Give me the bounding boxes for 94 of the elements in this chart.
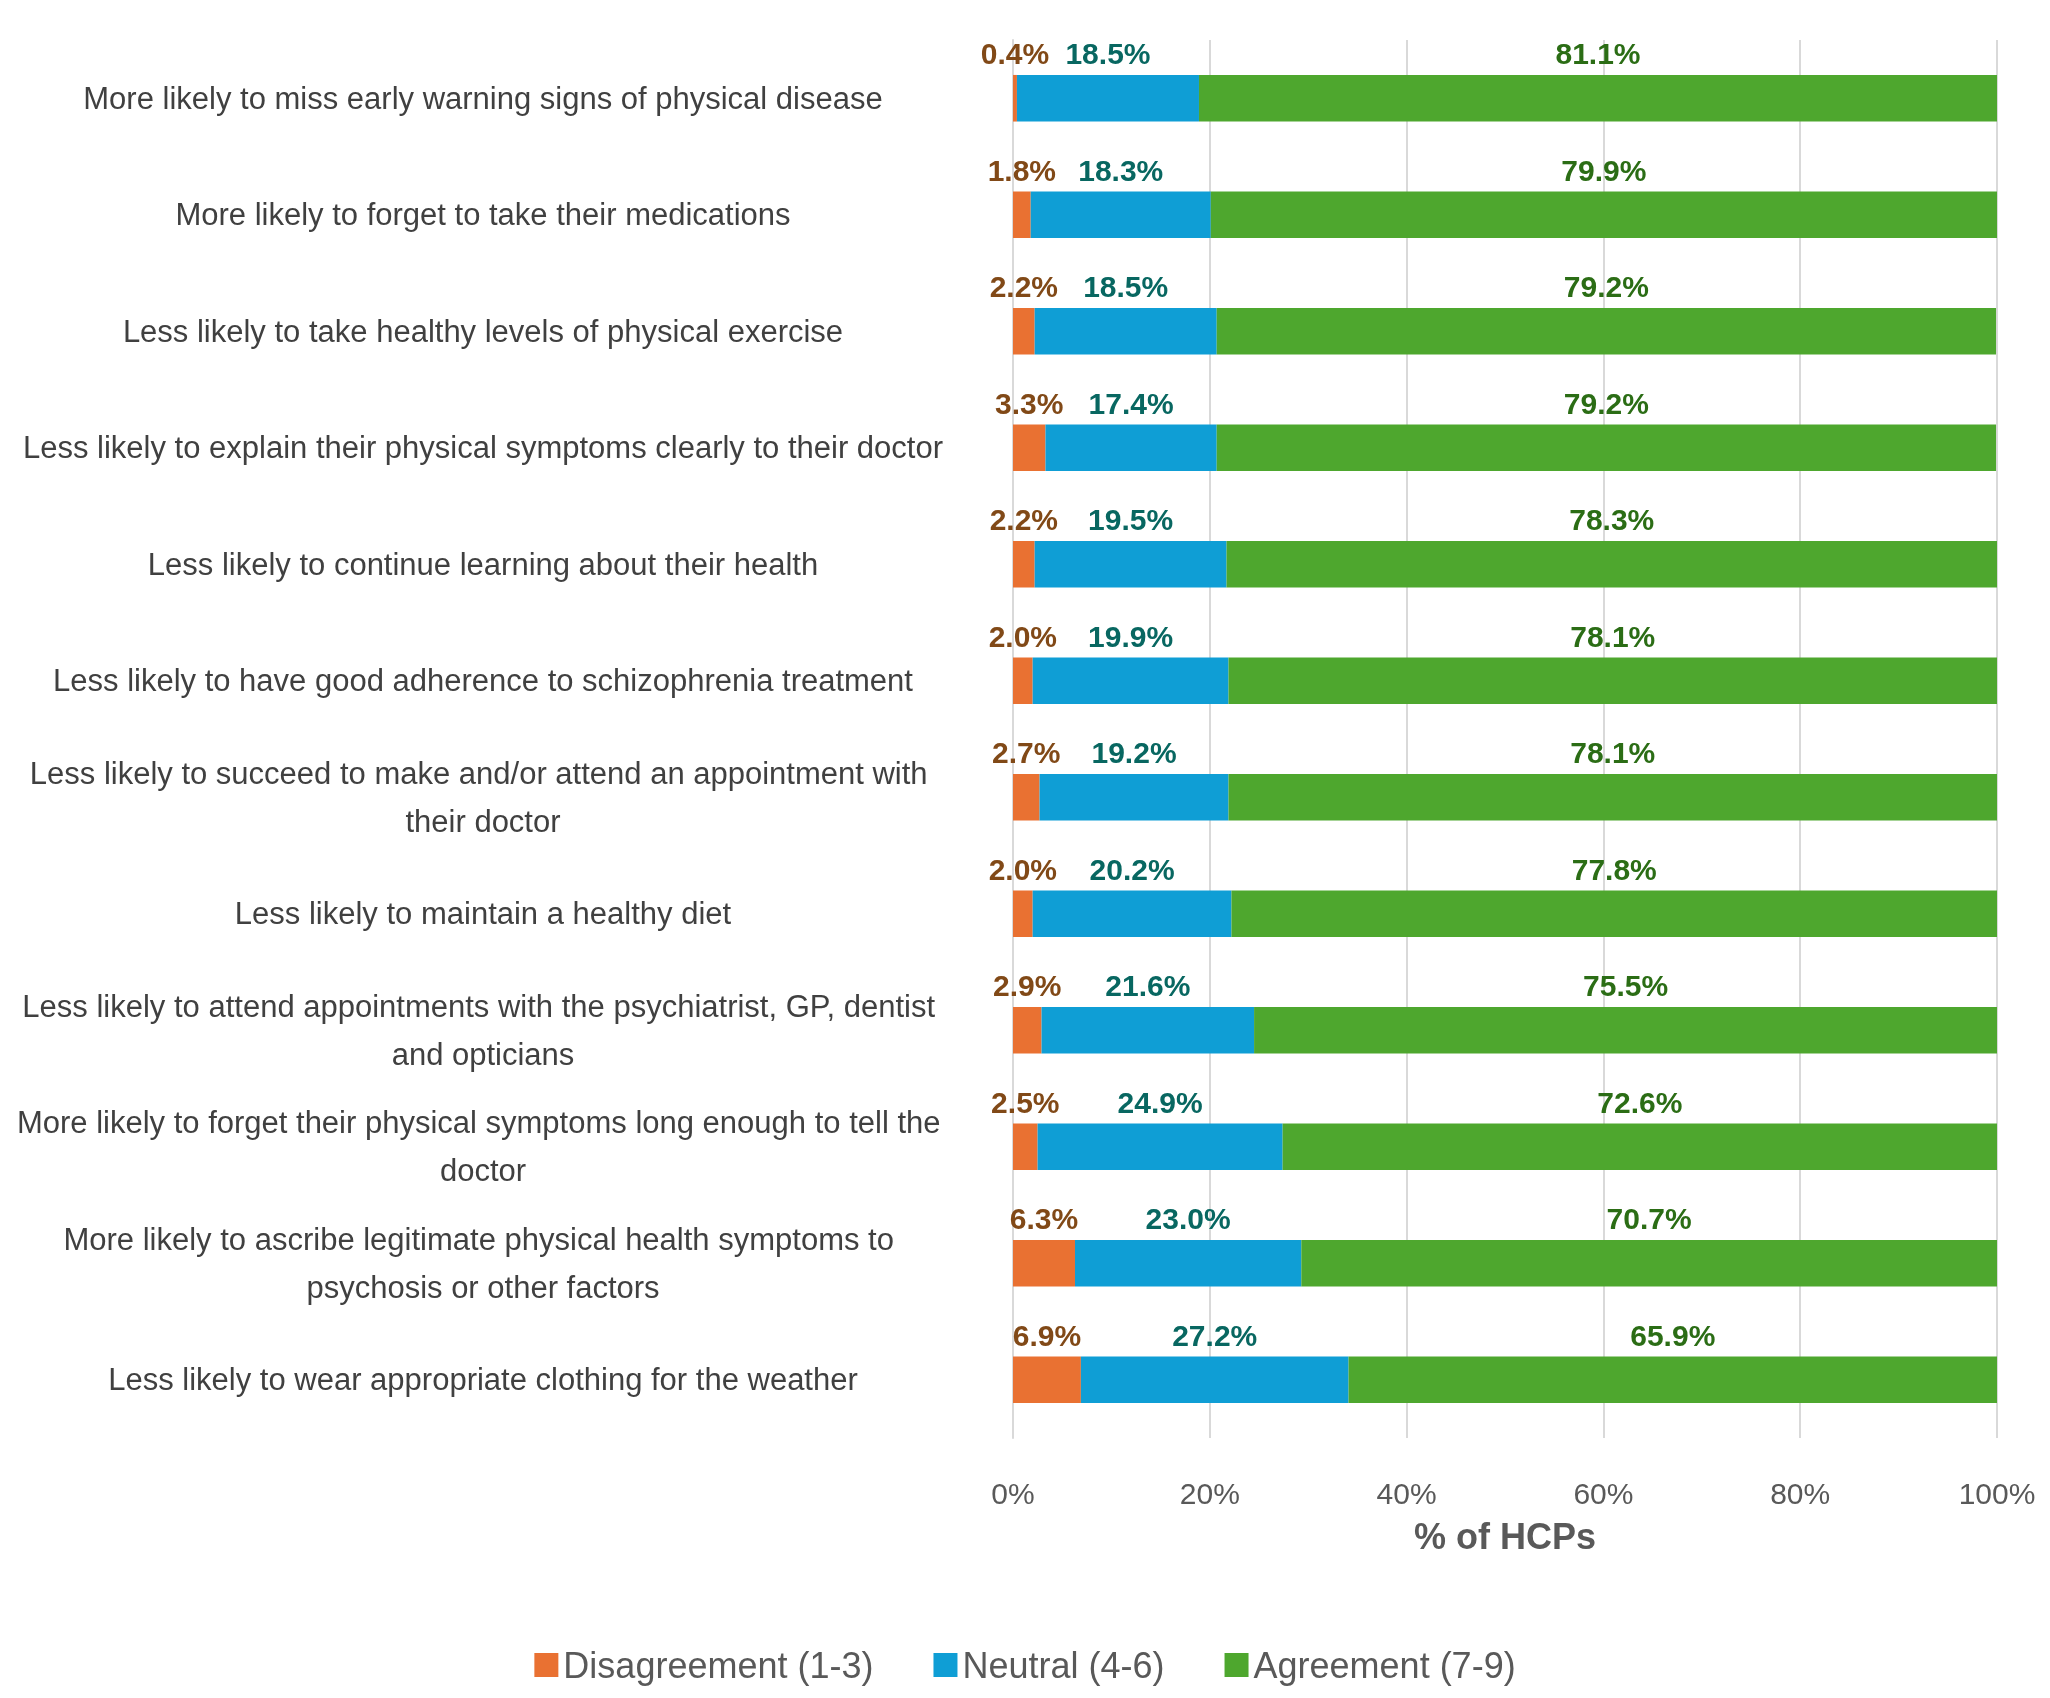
y-tick-label: More likely to forget their physical symptoms long enough to tell the doctor (16, 1105, 950, 1189)
legend-label: Agreement (7-9) (1253, 1644, 1516, 1686)
bar (1037, 1123, 1283, 1171)
bar (1216, 307, 1997, 355)
legend-label: Neutral (4-6) (962, 1644, 1165, 1686)
bar (1013, 1123, 1038, 1171)
y-tick-label: More likely to ascribe legitimate physical health symptoms to psychosis or other factors (63, 1221, 903, 1305)
bar (1013, 307, 1035, 355)
data-label: 27.2% (1172, 1318, 1258, 1352)
data-label: 1.8% (987, 153, 1057, 187)
bar (1013, 773, 1040, 821)
bar (1228, 773, 1997, 821)
bar (1041, 1006, 1255, 1054)
bar (1228, 657, 1997, 705)
bar (1216, 424, 1997, 472)
data-label: 18.3% (1078, 153, 1164, 187)
x-tick-label: 80% (1770, 1476, 1831, 1510)
data-label: 2.7% (992, 736, 1061, 770)
data-label: 24.9% (1117, 1085, 1203, 1119)
bar (1039, 773, 1229, 821)
data-label: 19.5% (1088, 503, 1174, 537)
data-label: 2.0% (988, 852, 1058, 886)
data-label: 78.1% (1570, 619, 1656, 653)
data-label: 0.4% (980, 37, 1050, 71)
bar (1032, 657, 1229, 705)
data-label: 79.2% (1563, 270, 1649, 304)
y-tick-label: Less likely to continue learning about their health (147, 546, 819, 582)
bar (1301, 1239, 1997, 1287)
data-label: 2.0% (988, 619, 1058, 653)
bar (1226, 540, 1997, 588)
y-tick-label: More likely to forget to take their medications (175, 197, 791, 233)
y-tick-label: Less likely to maintain a healthy diet (234, 896, 732, 932)
bar (1254, 1006, 1997, 1054)
bar (1231, 890, 1997, 938)
data-label: 75.5% (1583, 969, 1669, 1003)
data-label: 20.2% (1089, 852, 1175, 886)
data-label: 78.1% (1570, 736, 1656, 770)
bar (1013, 1006, 1042, 1054)
data-label: 19.2% (1091, 736, 1177, 770)
bar (1016, 74, 1199, 122)
data-label: 2.2% (989, 270, 1059, 304)
data-label: 65.9% (1630, 1318, 1716, 1352)
bar (1013, 1356, 1081, 1404)
y-tick-label: Less likely to take healthy levels of physical exercise (122, 313, 844, 349)
bar (1198, 74, 1997, 122)
bar (1030, 191, 1211, 239)
legend-label: Disagreement (1-3) (563, 1644, 874, 1686)
data-label: 79.2% (1563, 386, 1649, 420)
x-axis-title: % of HCPs (1413, 1515, 1597, 1557)
bar (1013, 1239, 1075, 1287)
bar (1080, 1356, 1349, 1404)
bar (1013, 657, 1033, 705)
bar (1348, 1356, 1997, 1404)
y-tick-label: Less likely to have good adherence to schizophrenia treatment (53, 663, 914, 699)
data-label: 81.1% (1555, 37, 1641, 71)
data-label: 70.7% (1606, 1202, 1692, 1236)
data-label: 17.4% (1088, 386, 1174, 420)
data-label: 6.9% (1012, 1318, 1082, 1352)
data-label: 6.3% (1009, 1202, 1079, 1236)
y-tick-label: More likely to miss early warning signs of physical disease (83, 80, 883, 116)
bar (1074, 1239, 1302, 1287)
data-label: 3.3% (995, 386, 1064, 420)
bar (1045, 424, 1217, 472)
data-label: 2.9% (993, 969, 1062, 1003)
bar (1034, 540, 1227, 588)
data-label: 18.5% (1083, 270, 1169, 304)
bar (1210, 191, 1997, 239)
data-label: 18.5% (1065, 37, 1151, 71)
y-tick-label: Less likely to wear appropriate clothing for the weather (108, 1362, 858, 1398)
data-label: 2.2% (989, 503, 1059, 537)
y-tick-label: Less likely to succeed to make and/or attend an appointment with their doctor (29, 755, 937, 839)
bar (1032, 890, 1232, 938)
bar (1013, 890, 1033, 938)
bar (1013, 74, 1017, 122)
data-label: 23.0% (1145, 1202, 1231, 1236)
data-label: 72.6% (1597, 1085, 1683, 1119)
data-label: 19.9% (1088, 619, 1174, 653)
data-label: 79.9% (1561, 153, 1647, 187)
x-tick-label: 0% (991, 1476, 1035, 1510)
data-label: 77.8% (1571, 852, 1657, 886)
y-tick-label: Less likely to attend appointments with the psychiatrist, GP, dentist and opticians (22, 988, 944, 1072)
data-label: 21.6% (1105, 969, 1191, 1003)
y-tick-label: Less likely to explain their physical symptoms clearly to their doctor (22, 430, 944, 466)
x-tick-label: 100% (1958, 1476, 2036, 1510)
bar (1282, 1123, 1997, 1171)
data-label: 2.5% (991, 1085, 1060, 1119)
bar (1013, 540, 1035, 588)
bar (1013, 191, 1031, 239)
bar (1013, 424, 1046, 472)
x-tick-label: 40% (1376, 1476, 1437, 1510)
data-label: 78.3% (1569, 503, 1655, 537)
x-tick-label: 20% (1179, 1476, 1240, 1510)
x-tick-label: 60% (1573, 1476, 1634, 1510)
bar (1034, 307, 1217, 355)
